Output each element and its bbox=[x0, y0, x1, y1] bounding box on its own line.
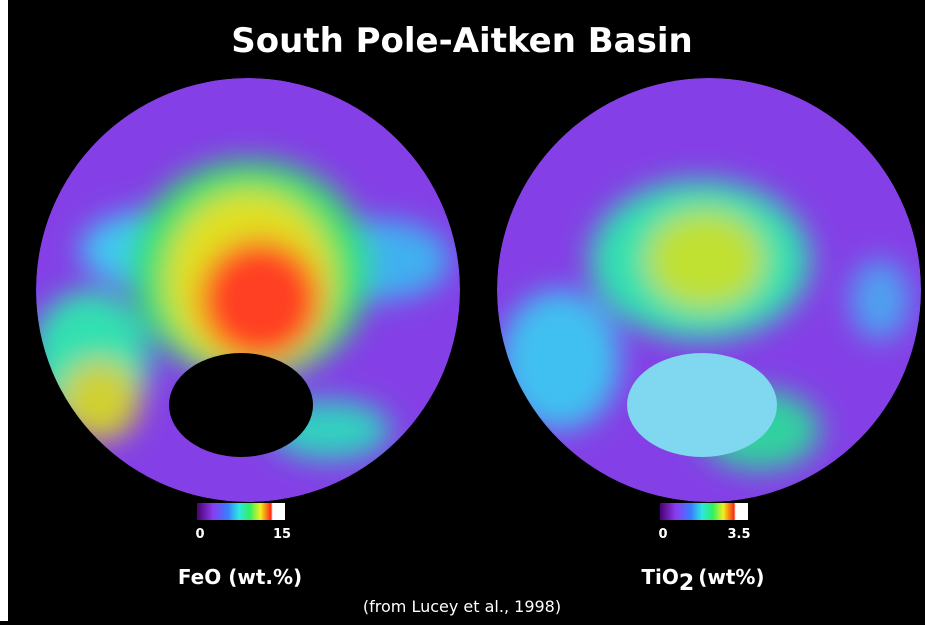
colorbar-min: 0 bbox=[195, 527, 204, 542]
label-sub: 2 bbox=[679, 571, 694, 596]
colorbar-min: 0 bbox=[658, 527, 667, 542]
colorbar-max: 15 bbox=[273, 527, 291, 542]
label-base: TiO bbox=[641, 565, 679, 589]
colorbar bbox=[660, 503, 748, 520]
map-label: FeO (wt.%) bbox=[178, 565, 302, 589]
caption: (from Lucey et al., 1998) bbox=[363, 597, 561, 616]
edge bbox=[0, 0, 8, 621]
title: South Pole-Aitken Basin bbox=[231, 21, 692, 61]
colorbar bbox=[197, 503, 285, 520]
scene: South Pole-Aitken Basin 0 15 FeO (wt bbox=[0, 0, 925, 621]
label-unit: (wt%) bbox=[698, 565, 764, 589]
tio2-map bbox=[497, 78, 921, 502]
colorbar-max: 3.5 bbox=[727, 527, 750, 542]
